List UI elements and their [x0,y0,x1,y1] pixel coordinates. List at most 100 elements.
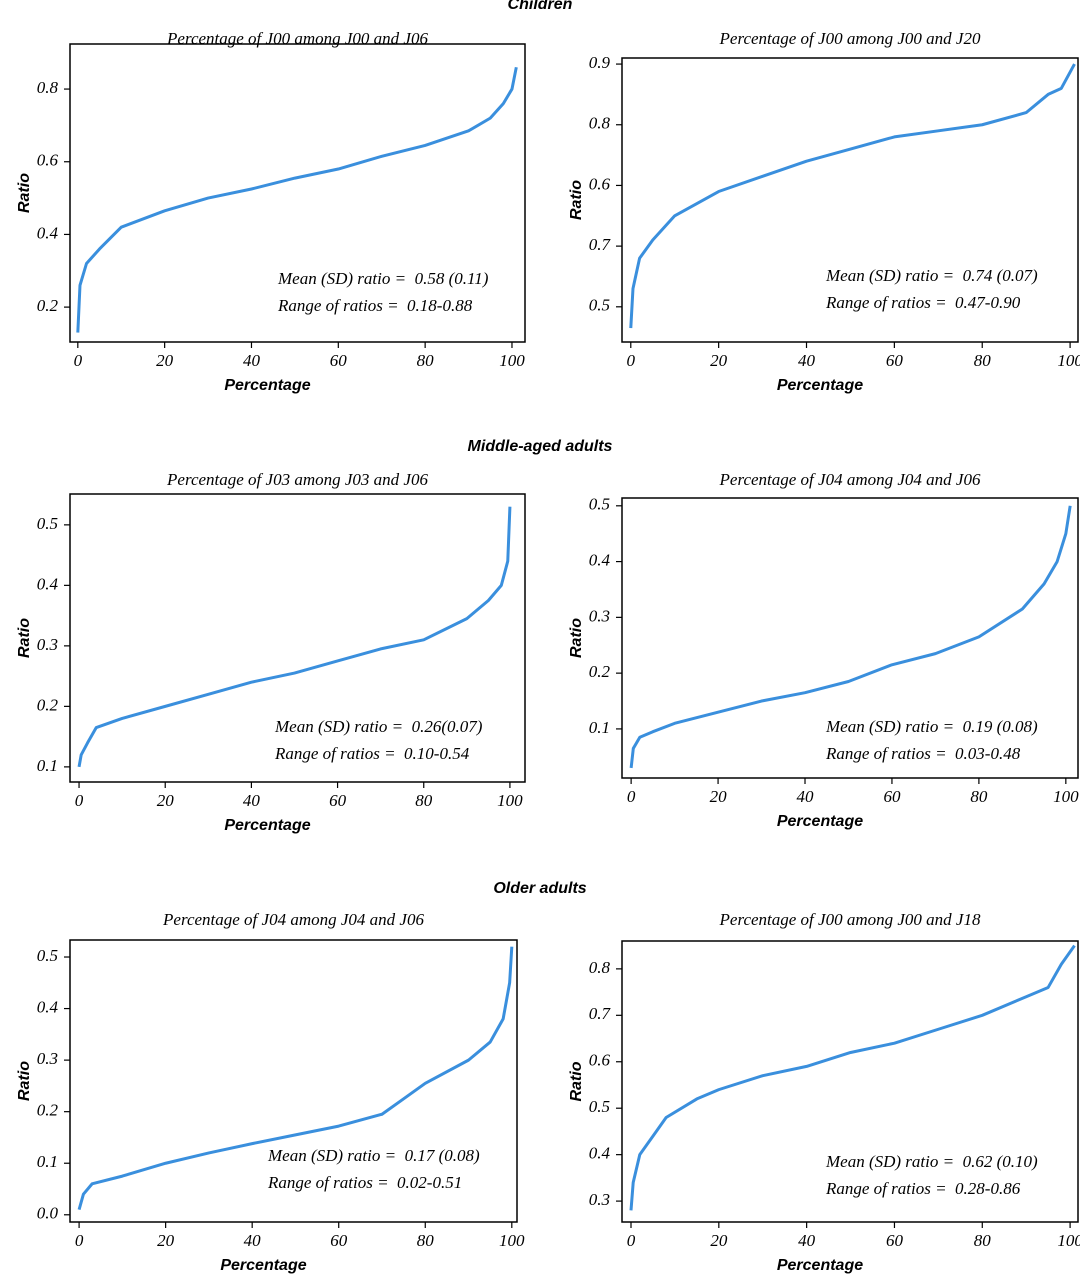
y-tick-label: 0.4 [37,574,59,593]
y-tick-label: 0.7 [589,1004,612,1023]
y-tick-label: 0.5 [589,296,610,315]
y-tick-label: 0.2 [589,662,611,681]
annotation: Range of ratios = 0.28-0.86 [825,1179,1021,1198]
annotation: Mean (SD) ratio = 0.17 (0.08) [267,1146,480,1165]
y-tick-label: 0.2 [37,1101,59,1120]
x-tick-label: 0 [627,1231,636,1250]
x-axis-label: Percentage [220,1257,306,1274]
y-tick-label: 0.1 [589,718,610,737]
x-tick-label: 80 [974,351,992,370]
y-tick-label: 0.6 [589,1051,611,1070]
plot-frame [621,57,1079,343]
x-tick-label: 20 [710,351,728,370]
y-tick-label: 0.1 [37,1152,58,1171]
y-tick-label: 0.4 [589,550,611,569]
x-tick-label: 100 [1057,351,1080,370]
line [77,946,514,1211]
x-tick-label: 20 [710,1231,728,1250]
x-tick-label: 40 [243,791,261,810]
y-axis-label: Ratio [568,180,585,220]
x-tick-label: 80 [417,1231,435,1250]
x-axis-label: Percentage [777,813,863,830]
x-tick-label: 40 [797,787,815,806]
annotation: Range of ratios = 0.18-0.88 [277,296,473,315]
annotation: Mean (SD) ratio = 0.74 (0.07) [825,266,1038,285]
x-tick-label: 20 [156,351,174,370]
group-title: Children [508,0,573,13]
y-tick-label: 0.5 [37,946,58,965]
y-tick-label: 0.5 [37,514,58,533]
x-tick-label: 100 [1057,1231,1080,1250]
group-title: Older adults [493,880,586,897]
y-tick-label: 0.3 [37,1049,58,1068]
y-tick-label: 0.6 [589,174,611,193]
x-tick-label: 40 [243,351,261,370]
y-axis-label: Ratio [16,173,33,213]
x-tick-label: 100 [1053,787,1079,806]
x-tick-label: 100 [499,1231,525,1250]
plot-frame [69,939,518,1223]
x-tick-label: 100 [497,791,523,810]
y-axis-label: Ratio [568,618,585,658]
plot-frame [69,493,526,783]
line [629,505,1072,769]
x-tick-label: 80 [974,1231,992,1250]
y-tick-label: 0.8 [589,958,611,977]
y-tick-label: 0.3 [589,1190,610,1209]
y-tick-label: 0.8 [37,78,59,97]
line [76,66,518,333]
x-tick-label: 40 [244,1231,262,1250]
annotation: Range of ratios = 0.47-0.90 [825,293,1021,312]
x-tick-label: 20 [710,787,728,806]
y-axis-label: Ratio [16,1061,33,1101]
y-tick-label: 0.3 [589,606,610,625]
x-tick-label: 60 [886,351,904,370]
chart-title: Percentage of J04 among J04 and J06 [719,470,981,489]
x-axis-label: Percentage [224,377,310,394]
x-tick-label: 100 [499,351,525,370]
x-axis-label: Percentage [224,817,310,834]
x-tick-label: 60 [883,787,901,806]
plot-frame [621,497,1079,779]
annotation: Mean (SD) ratio = 0.62 (0.10) [825,1152,1038,1171]
y-tick-label: 0.5 [589,1097,610,1116]
y-tick-label: 0.2 [37,695,59,714]
chart-title: Percentage of J04 among J04 and J06 [162,910,424,929]
line [77,506,512,768]
annotation: Mean (SD) ratio = 0.26(0.07) [274,717,483,736]
x-axis-label: Percentage [777,377,863,394]
x-tick-label: 60 [330,351,348,370]
plot-frame [621,940,1079,1223]
y-tick-label: 0.4 [589,1144,611,1163]
x-tick-label: 40 [798,351,816,370]
annotation: Mean (SD) ratio = 0.19 (0.08) [825,717,1038,736]
x-tick-label: 0 [74,351,83,370]
y-tick-label: 0.1 [37,756,58,775]
y-axis-label: Ratio [568,1061,585,1101]
x-tick-label: 60 [330,1231,348,1250]
y-axis-label: Ratio [16,618,33,658]
chart-title: Percentage of J03 among J03 and J06 [166,470,428,489]
line [629,63,1076,329]
x-axis-label: Percentage [777,1257,863,1274]
y-tick-label: 0.6 [37,151,59,170]
x-tick-label: 40 [798,1231,816,1250]
x-tick-label: 0 [627,351,636,370]
x-tick-label: 0 [75,791,84,810]
x-tick-label: 80 [415,791,433,810]
chart-title: Percentage of J00 among J00 and J20 [719,29,981,48]
x-tick-label: 60 [329,791,347,810]
chart-title: Percentage of J00 among J00 and J18 [719,910,981,929]
y-tick-label: 0.4 [37,997,59,1016]
x-tick-label: 60 [886,1231,904,1250]
y-tick-label: 0.3 [37,635,58,654]
y-tick-label: 0.5 [589,495,610,514]
annotation: Range of ratios = 0.02-0.51 [267,1173,462,1192]
plot-frame [69,43,526,343]
y-tick-label: 0.4 [37,223,59,242]
x-tick-label: 20 [157,791,175,810]
group-title: Middle-aged adults [468,438,613,455]
y-tick-label: 0.8 [589,114,611,133]
annotation: Range of ratios = 0.03-0.48 [825,744,1021,763]
